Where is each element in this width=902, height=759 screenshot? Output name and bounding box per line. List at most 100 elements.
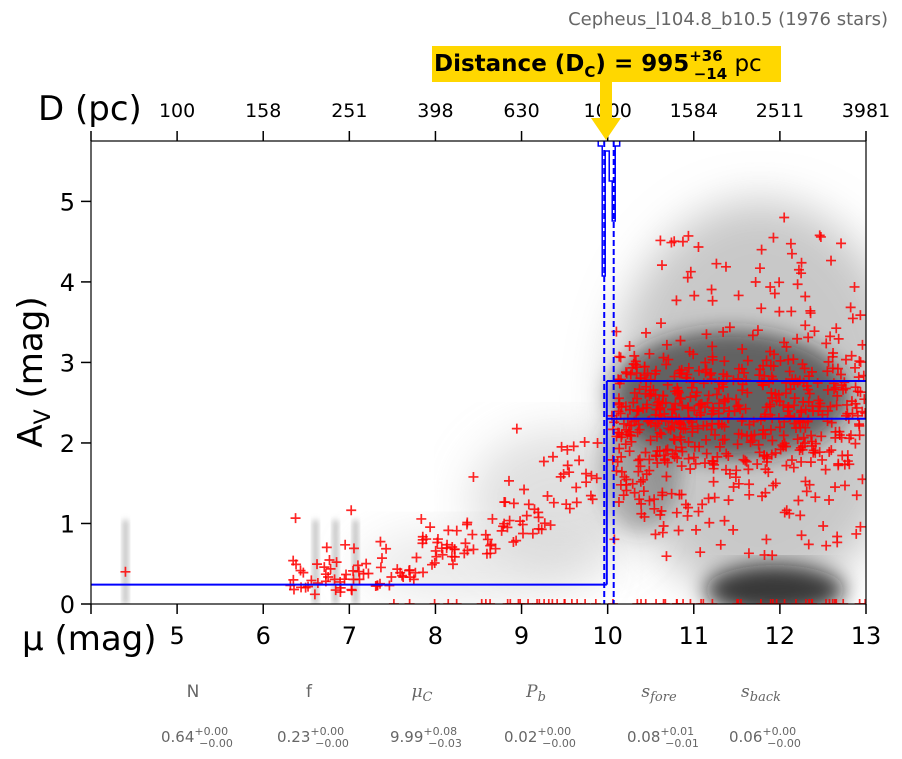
star-marker [675, 419, 686, 430]
star-marker [804, 599, 815, 604]
star-marker [559, 599, 570, 604]
star-marker [552, 599, 563, 604]
star-marker [572, 599, 583, 604]
star-marker [562, 460, 573, 471]
star-marker [761, 355, 772, 366]
star-marker [566, 599, 577, 604]
star-marker [303, 581, 314, 592]
star-marker [779, 507, 790, 518]
star-marker [691, 524, 702, 535]
star-marker [425, 522, 436, 533]
star-marker [329, 574, 340, 585]
star-marker [562, 444, 573, 455]
star-marker [312, 559, 323, 570]
star-marker [713, 408, 724, 419]
star-marker [536, 524, 547, 535]
star-marker [851, 490, 862, 501]
star-marker [749, 429, 760, 440]
star-marker [662, 457, 673, 468]
star-marker [655, 235, 666, 246]
star-marker [633, 455, 644, 466]
star-marker [640, 447, 651, 458]
star-marker [719, 396, 730, 407]
star-marker [539, 599, 550, 604]
star-marker [687, 427, 698, 438]
star-marker [719, 515, 730, 526]
star-marker [850, 362, 861, 373]
star-marker [690, 458, 701, 469]
star-marker [674, 365, 685, 376]
x-tick-label: 9 [514, 622, 529, 650]
star-marker [688, 452, 699, 463]
star-marker [825, 401, 836, 412]
star-marker [640, 327, 651, 338]
star-marker [641, 402, 652, 413]
star-marker [547, 599, 558, 604]
star-marker [743, 548, 754, 559]
star-marker [773, 389, 784, 400]
star-marker [288, 574, 299, 585]
star-marker [714, 441, 725, 452]
star-marker [621, 424, 632, 435]
star-marker [685, 392, 696, 403]
star-marker [800, 320, 811, 331]
star-marker [796, 268, 807, 279]
star-marker [779, 438, 790, 449]
star-marker [671, 599, 682, 604]
star-marker [835, 369, 846, 380]
star-marker [707, 295, 718, 306]
star-marker [822, 384, 833, 395]
star-marker [733, 373, 744, 384]
star-marker [707, 455, 718, 466]
star-marker [505, 599, 516, 604]
star-marker [649, 503, 660, 514]
star-marker [736, 429, 747, 440]
star-marker [807, 401, 818, 412]
param-name: sback [741, 682, 781, 705]
star-marker [320, 569, 331, 580]
star-marker [790, 422, 801, 433]
star-marker [295, 565, 306, 576]
star-marker [669, 422, 680, 433]
star-marker [815, 231, 826, 242]
star-marker [627, 362, 638, 373]
parameter-table: N 0.64+0.00 −0.00 f 0.23+0.00 −0.00 μC 9.99+0.0… [161, 682, 801, 750]
star-marker [720, 261, 731, 272]
star-marker [839, 480, 850, 491]
star-marker [331, 557, 342, 568]
param-value: 0.23+0.00 −0.00 [277, 725, 349, 750]
star-marker [821, 338, 832, 349]
star-marker [668, 434, 679, 445]
star-marker [704, 517, 715, 528]
star-marker [708, 403, 719, 414]
x-tick-label: 13 [851, 622, 882, 650]
star-marker [624, 341, 635, 352]
star-marker [650, 529, 661, 540]
star-marker [723, 495, 734, 506]
star-marker [657, 490, 668, 501]
star-marker [812, 378, 823, 389]
star-marker [675, 432, 686, 443]
star-marker [620, 439, 631, 450]
star-marker [810, 492, 821, 503]
star-marker [437, 549, 448, 560]
star-marker [732, 439, 743, 450]
star-marker [805, 457, 816, 468]
star-marker [785, 411, 796, 422]
star-marker [644, 348, 655, 359]
star-marker [845, 430, 856, 441]
star-marker [833, 333, 844, 344]
star-marker [799, 438, 810, 449]
star-marker [807, 599, 818, 604]
star-marker [644, 495, 655, 506]
star-marker [627, 478, 638, 489]
star-marker [815, 398, 826, 409]
star-marker [705, 369, 716, 380]
star-marker [830, 482, 841, 493]
distance-annotation-text: Distance (DC) = 995+36 −14 pc [434, 47, 762, 83]
star-marker [854, 356, 865, 367]
star-marker [814, 230, 825, 241]
star-marker [663, 354, 674, 365]
star-marker [533, 507, 544, 518]
star-marker [467, 529, 478, 540]
